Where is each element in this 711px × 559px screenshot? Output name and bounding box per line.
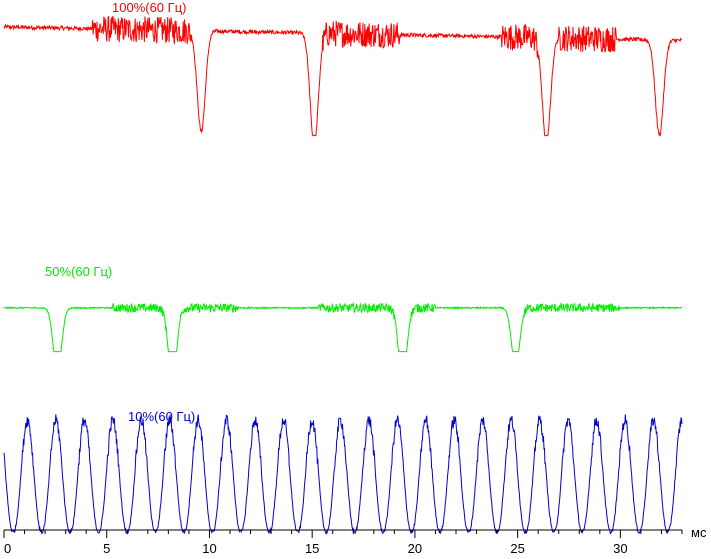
x-tick-label: 15 (305, 541, 319, 556)
series-labels: 100%(60 Гц) 50%(60 Гц) 10%(60 Гц) (45, 0, 195, 424)
series-label-3: 10%(60 Гц) (128, 409, 195, 424)
x-tick-label: 20 (408, 541, 422, 556)
x-tick-label: 30 (613, 541, 627, 556)
x-tick-label: 25 (510, 541, 524, 556)
x-tick-label: 0 (4, 541, 11, 556)
series-label-1: 100%(60 Гц) (112, 0, 186, 15)
x-tick-label: 5 (103, 541, 110, 556)
x-axis-ticks: 0 5 10 15 20 25 30 (3, 530, 683, 556)
x-tick-label: 10 (202, 541, 216, 556)
series-line-1 (3, 15, 682, 137)
series-line-3 (3, 414, 683, 536)
series-label-2: 50%(60 Гц) (45, 264, 112, 279)
x-axis: 0 5 10 15 20 25 30 мс (3, 525, 707, 556)
series-line-2 (3, 301, 683, 353)
series-traces (3, 15, 683, 536)
x-axis-label: мс (691, 525, 707, 540)
